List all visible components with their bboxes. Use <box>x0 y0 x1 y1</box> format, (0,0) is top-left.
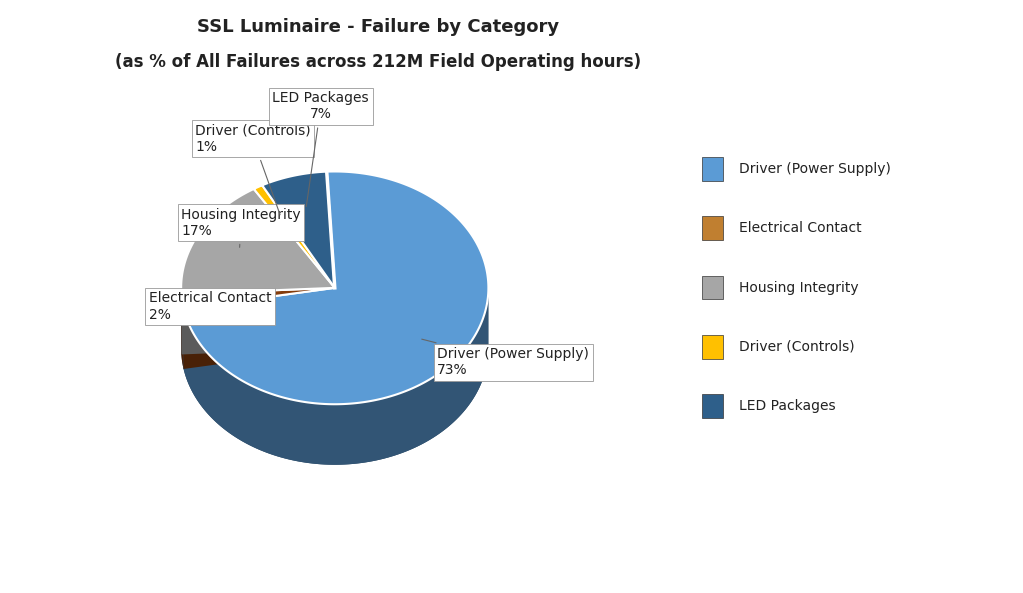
Polygon shape <box>262 171 335 288</box>
Text: SSL Luminaire - Failure by Category: SSL Luminaire - Failure by Category <box>197 18 560 36</box>
Polygon shape <box>181 288 335 355</box>
Text: LED Packages: LED Packages <box>739 399 835 413</box>
Text: Electrical Contact
2%: Electrical Contact 2% <box>148 291 271 321</box>
Polygon shape <box>183 171 488 404</box>
Text: LED Packages
7%: LED Packages 7% <box>272 91 369 206</box>
Text: Driver (Controls): Driver (Controls) <box>739 340 854 354</box>
Text: Driver (Controls)
1%: Driver (Controls) 1% <box>195 124 311 215</box>
Bar <box>702 216 723 240</box>
Polygon shape <box>183 283 488 465</box>
Bar <box>702 276 723 299</box>
Polygon shape <box>254 185 335 288</box>
Text: (as % of All Failures across 212M Field Operating hours): (as % of All Failures across 212M Field … <box>116 53 641 71</box>
Bar <box>702 157 723 181</box>
Polygon shape <box>181 189 335 294</box>
Text: Driver (Power Supply)
73%: Driver (Power Supply) 73% <box>421 339 589 377</box>
Text: Housing Integrity: Housing Integrity <box>739 280 858 295</box>
Polygon shape <box>181 294 183 369</box>
Polygon shape <box>183 288 335 369</box>
Polygon shape <box>181 288 335 308</box>
Text: Electrical Contact: Electrical Contact <box>739 221 861 235</box>
Text: Driver (Power Supply): Driver (Power Supply) <box>739 162 890 176</box>
Text: Housing Integrity
17%: Housing Integrity 17% <box>181 208 301 247</box>
Bar <box>702 394 723 418</box>
Polygon shape <box>181 288 335 355</box>
Polygon shape <box>181 288 488 465</box>
Bar <box>702 335 723 359</box>
Polygon shape <box>183 288 335 369</box>
